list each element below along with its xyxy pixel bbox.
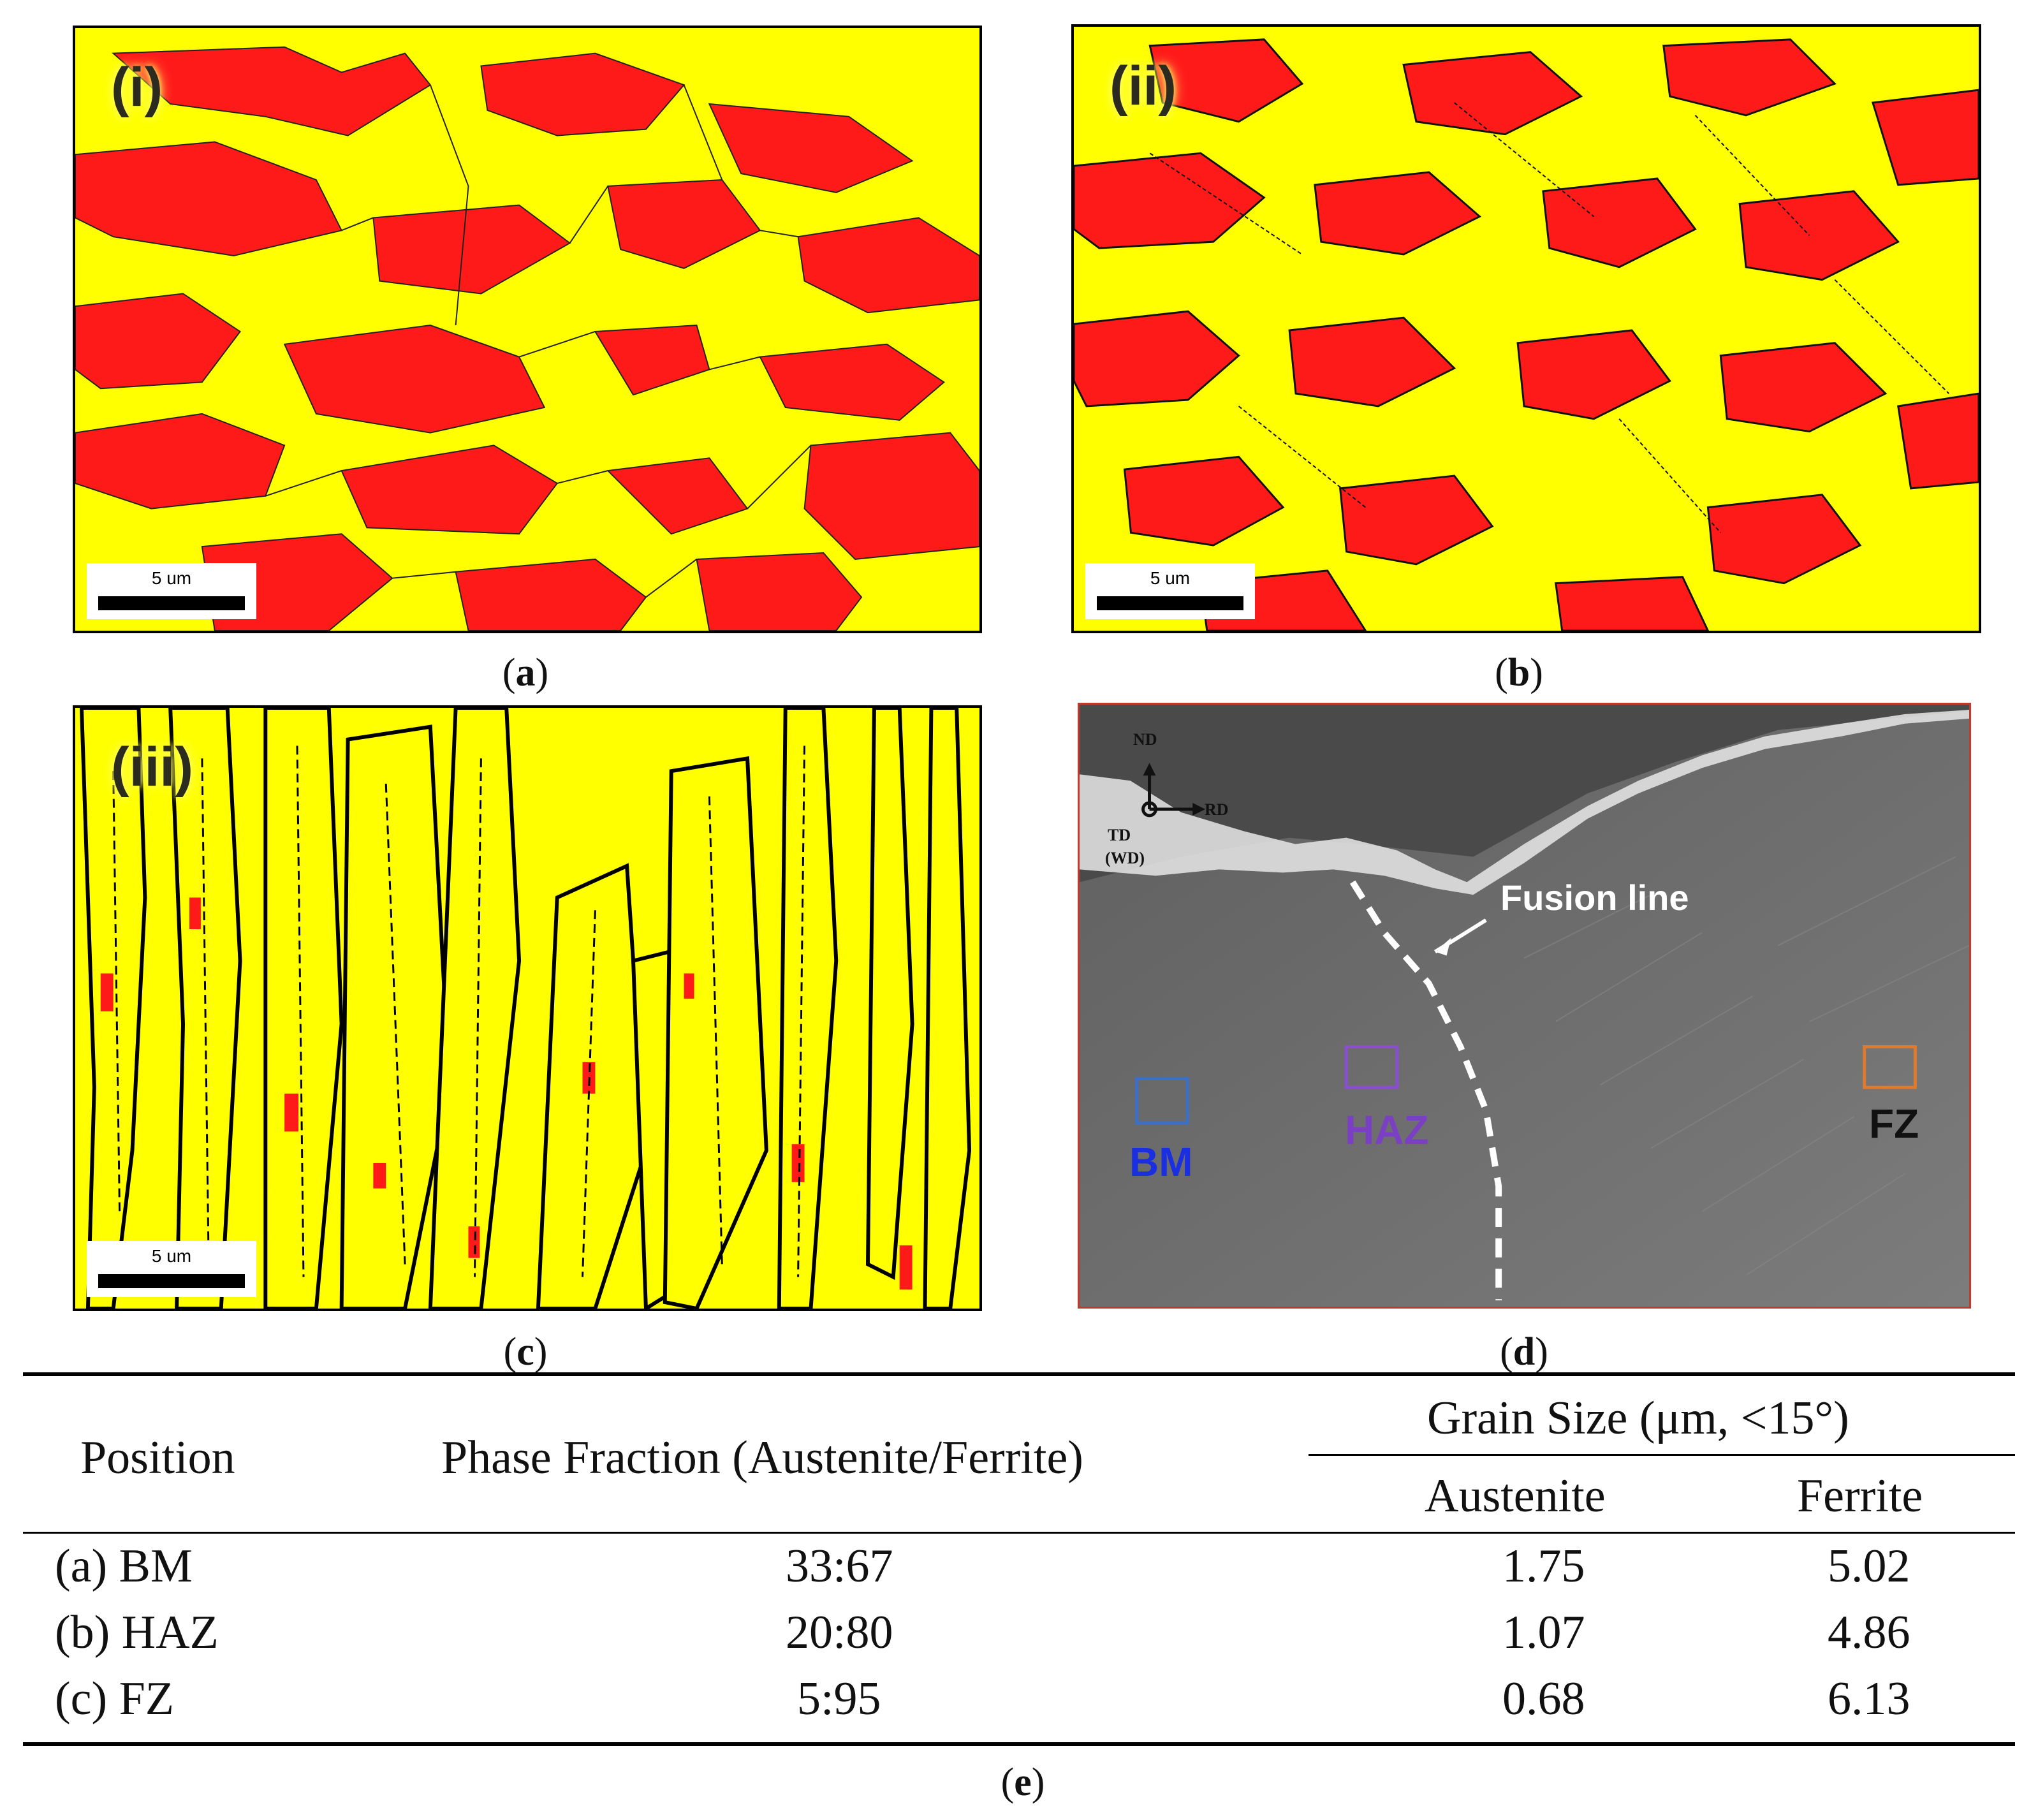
row-1-ferrite: 5.02	[1828, 1540, 1910, 1592]
phase-map-a: (i) 5 um	[73, 26, 982, 633]
header-austenite: Austenite	[1425, 1470, 1606, 1522]
axis-rd-label: RD	[1205, 800, 1229, 819]
row-2-position: (b) HAZ	[55, 1606, 219, 1659]
scale-bar-a-label: 5 um	[151, 568, 192, 588]
scale-bar-a-line	[98, 596, 245, 610]
phase-map-b: (ii) 5 um	[1071, 24, 1981, 633]
fz-box	[1863, 1045, 1917, 1089]
phase-map-b-graphic	[1074, 38, 1979, 631]
row-3-austenite: 0.68	[1502, 1673, 1585, 1725]
row-2-fraction: 20:80	[786, 1606, 893, 1659]
results-table: Position Phase Fraction (Austenite/Ferri…	[23, 1372, 2015, 1746]
header-bottom-rule	[23, 1532, 2015, 1534]
scale-bar-c-label: 5 um	[151, 1246, 192, 1266]
header-ferrite: Ferrite	[1797, 1470, 1923, 1522]
caption-d: (d)	[1500, 1330, 1548, 1374]
scale-bar-b: 5 um	[1085, 563, 1255, 619]
region-label-haz: HAZ	[1345, 1107, 1429, 1153]
scale-bar-b-line	[1097, 596, 1243, 610]
fusion-line-label: Fusion line	[1500, 877, 1689, 918]
bm-box	[1135, 1076, 1189, 1125]
grain-size-rule	[1309, 1454, 2015, 1456]
row-1-position: (a) BM	[55, 1540, 193, 1592]
sem-image-d-graphic	[1080, 705, 1969, 1307]
row-3-position: (c) FZ	[55, 1673, 174, 1725]
phase-map-c-graphic	[79, 708, 972, 1309]
scale-bar-c: 5 um	[87, 1241, 256, 1297]
panel-label-c: (iii)	[111, 737, 193, 798]
sem-image-d: ND RD TD (WD) Fusion line BM HAZ FZ	[1078, 703, 1971, 1309]
row-1-austenite: 1.75	[1502, 1540, 1585, 1592]
header-phase-fraction: Phase Fraction (Austenite/Ferrite)	[441, 1432, 1083, 1484]
haz-box	[1344, 1045, 1399, 1089]
row-2-austenite: 1.07	[1502, 1606, 1585, 1659]
row-3-ferrite: 6.13	[1828, 1673, 1910, 1725]
caption-c: (c)	[503, 1330, 548, 1374]
table-top-rule	[23, 1372, 2015, 1376]
region-label-bm: BM	[1129, 1139, 1193, 1185]
caption-a: (a)	[502, 651, 549, 694]
scale-bar-c-line	[98, 1274, 245, 1288]
header-grain-size: Grain Size (μm, <15°)	[1427, 1392, 1849, 1444]
table-bottom-rule	[23, 1742, 2015, 1746]
caption-b: (b)	[1495, 651, 1543, 694]
header-position: Position	[80, 1432, 235, 1484]
axis-td-label: TD	[1108, 826, 1131, 844]
panel-label-a: (i)	[111, 57, 163, 118]
region-label-fz: FZ	[1869, 1101, 1919, 1147]
row-2-ferrite: 4.86	[1828, 1606, 1910, 1659]
caption-e: (e)	[1001, 1761, 1045, 1804]
scale-bar-a: 5 um	[87, 563, 256, 619]
phase-map-a-graphic	[75, 46, 979, 631]
phase-map-c: (iii) 5 um	[73, 705, 982, 1311]
axis-wd-label: (WD)	[1105, 849, 1145, 867]
axis-nd-label: ND	[1133, 730, 1157, 749]
scale-bar-b-label: 5 um	[1150, 568, 1191, 588]
row-1-fraction: 33:67	[786, 1540, 893, 1592]
row-3-fraction: 5:95	[797, 1673, 881, 1725]
fusion-line-path	[1349, 880, 1502, 1301]
panel-label-b: (ii)	[1110, 55, 1177, 117]
